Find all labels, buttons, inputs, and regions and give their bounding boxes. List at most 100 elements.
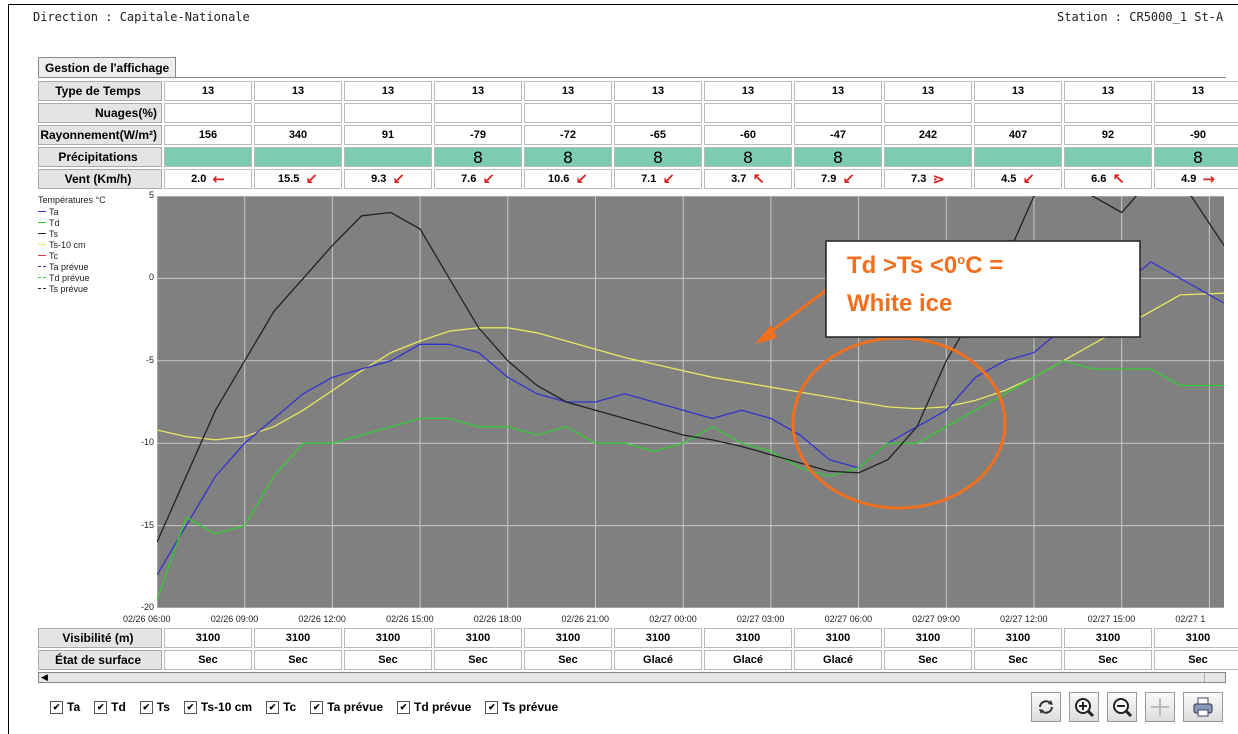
row-label: Visibilité (m) xyxy=(38,628,162,648)
table-cell: Sec xyxy=(1064,650,1152,670)
display-settings-tab[interactable]: Gestion de l'affichage xyxy=(38,57,177,78)
type-temps-row: Type de Temps 13 13 13 13 13 13 13 13 13 13 13 13 xyxy=(38,81,1238,101)
table-cell xyxy=(164,103,252,123)
table-cell: 3100 xyxy=(164,628,252,648)
legend-title: Températures °C xyxy=(38,195,106,205)
precipitation-icon: 8 xyxy=(562,147,574,167)
precipitation-cell xyxy=(884,147,972,167)
table-cell: 3100 xyxy=(884,628,972,648)
checkbox-label: Ta prévue xyxy=(327,700,383,714)
legend-swatch xyxy=(38,255,46,256)
checkbox-label: Ts xyxy=(156,700,170,714)
x-tick-label: 02/26 21:00 xyxy=(561,614,610,624)
legend-label: Ts xyxy=(49,228,58,239)
precipitation-cell: 8 xyxy=(1154,147,1238,167)
series-checkbox[interactable]: ✔ Ts-10 cm xyxy=(183,700,253,714)
temperature-legend: Températures °C Ta Td Ts Ts-10 cm Tc Ta prévu… xyxy=(38,195,156,294)
y-tick-label: -5 xyxy=(145,354,154,365)
print-icon xyxy=(1193,697,1213,717)
series-checkbox[interactable]: ✔ Tc xyxy=(266,700,296,714)
legend-label: Td xyxy=(49,217,60,228)
y-tick-label: -15 xyxy=(140,519,154,530)
scroll-left-icon[interactable]: ◀ xyxy=(41,672,48,682)
checkbox-box[interactable]: ✔ xyxy=(397,700,410,714)
table-cell: 13 xyxy=(1064,81,1152,101)
table-cell: Sec xyxy=(884,650,972,670)
legend-item: Ts xyxy=(38,228,156,239)
series-checkbox[interactable]: ✔ Ts prévue xyxy=(485,700,558,714)
precipitation-icon: 8 xyxy=(472,147,484,167)
table-cell xyxy=(1064,103,1152,123)
series-checkbox[interactable]: ✔ Ts xyxy=(139,700,170,714)
refresh-button[interactable] xyxy=(1031,692,1061,722)
wind-cell: 7.3 ⋗ xyxy=(884,169,972,189)
legend-item: Tc xyxy=(38,250,156,261)
checkbox-box[interactable]: ✔ xyxy=(310,700,324,714)
pan-button[interactable] xyxy=(1145,692,1175,722)
table-cell xyxy=(254,103,342,123)
table-cell: -47 xyxy=(794,125,882,145)
vent-row: Vent (Km/h) 2.0 ← 15.5 ↙ 9.3 ↙ 7.6 ↙ 10.6 ↙ 7.1 ↙ 3.… xyxy=(38,169,1238,189)
row-label: Rayonnement(W/m²) xyxy=(38,125,162,145)
checkbox-box[interactable]: ✔ xyxy=(139,700,153,714)
checkbox-label: Tc xyxy=(283,700,297,714)
precipitation-cell: 8 xyxy=(524,147,612,167)
legend-label: Tc xyxy=(49,250,58,261)
checkbox-box[interactable]: ✔ xyxy=(50,700,63,714)
row-cells: Sec Sec Sec Sec Sec Glacé Glacé Glacé Sec Sec Sec S… xyxy=(164,650,1238,670)
series-line-td xyxy=(157,360,1224,601)
checkbox-box[interactable]: ✔ xyxy=(94,700,108,714)
legend-label: Td prévue xyxy=(49,272,90,283)
zoom-out-button[interactable] xyxy=(1107,692,1137,722)
precipitations-row: Précipitations 8 8 8 8 8 8 xyxy=(38,147,1238,167)
series-checkbox[interactable]: ✔ Td xyxy=(94,700,126,714)
table-cell xyxy=(434,103,522,123)
chart-svg xyxy=(157,196,1224,608)
rayonnement-row: Rayonnement(W/m²) 156 340 91 -79 -72 -65 -60 -4… xyxy=(38,125,1238,145)
direction-label: Direction : Capitale-Nationale xyxy=(33,10,250,24)
wind-speed: 4.5 xyxy=(1001,173,1017,185)
scroll-thumb[interactable] xyxy=(1204,673,1219,682)
y-tick-label: -10 xyxy=(140,437,154,448)
legend-label: Ta prévue xyxy=(49,261,89,272)
wind-direction-icon: ↙ xyxy=(842,170,855,188)
checkbox-label: Ts-10 cm xyxy=(200,700,253,714)
row-label: Nuages(%) xyxy=(38,103,162,123)
series-checkbox[interactable]: ✔ Ta xyxy=(50,700,80,714)
table-cell: 13 xyxy=(1154,81,1238,101)
x-tick-label: 02/26 06:00 xyxy=(123,614,171,624)
checkbox-box[interactable]: ✔ xyxy=(485,700,499,714)
annotation-line2: White ice xyxy=(847,290,953,317)
y-tick-label: 5 xyxy=(148,190,154,200)
x-tick-label: 02/26 12:00 xyxy=(298,614,346,624)
wind-cell: 10.6 ↙ xyxy=(524,169,612,189)
table-cell: 156 xyxy=(164,125,252,145)
legend-items: Ta Td Ts Ts-10 cm Tc Ta prévue Td prévue Ts pré… xyxy=(38,206,156,294)
checkbox-box[interactable]: ✔ xyxy=(183,700,197,714)
zoom-in-button[interactable] xyxy=(1069,692,1099,722)
temperature-chart[interactable]: Td >Ts <0oC = White ice xyxy=(157,196,1224,608)
table-cell: Sec xyxy=(164,650,252,670)
table-cell: 13 xyxy=(434,81,522,101)
precipitation-cell: 8 xyxy=(614,147,702,167)
x-tick-label: 02/27 00:00 xyxy=(649,614,697,624)
table-cell: -90 xyxy=(1154,125,1238,145)
wind-speed: 2.0 xyxy=(191,173,207,185)
series-checkbox[interactable]: ✔ Td prévue xyxy=(397,700,471,714)
wind-cell: 4.5 ↙ xyxy=(974,169,1062,189)
series-checkbox[interactable]: ✔ Ta prévue xyxy=(310,700,383,714)
checkbox-box[interactable]: ✔ xyxy=(266,700,280,714)
wind-cell: 2.0 ← xyxy=(164,169,252,189)
horizontal-scrollbar[interactable]: ◀ xyxy=(38,672,1226,683)
annotation-arrow-head xyxy=(755,325,777,344)
series-line-ta xyxy=(157,261,1224,576)
row-label: Type de Temps xyxy=(38,81,162,101)
refresh-icon xyxy=(1039,700,1053,714)
wind-direction-icon: ↙ xyxy=(392,170,405,188)
legend-swatch xyxy=(38,288,46,289)
table-cell: 13 xyxy=(614,81,702,101)
precipitation-cell: 8 xyxy=(434,147,522,167)
table-cell: 92 xyxy=(1064,125,1152,145)
legend-item: Ts prévue xyxy=(38,283,156,294)
print-button[interactable] xyxy=(1183,692,1223,722)
